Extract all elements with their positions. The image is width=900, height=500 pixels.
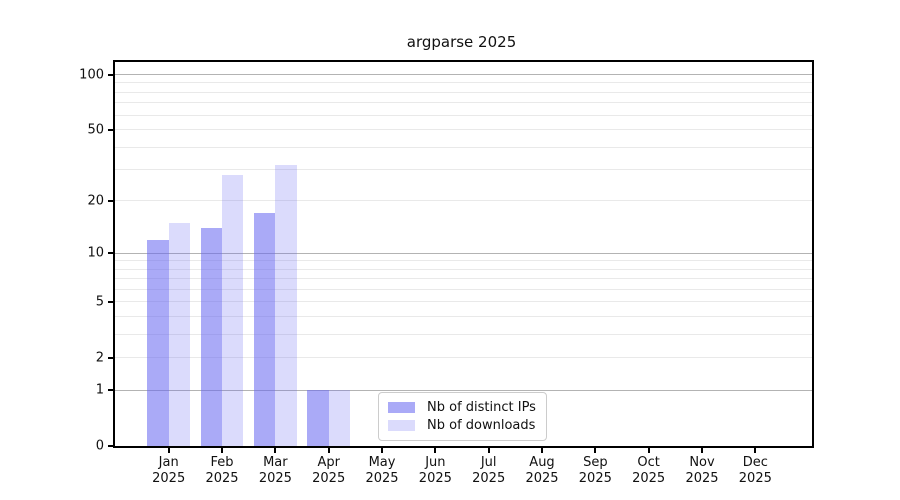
- chart-title: argparse 2025: [406, 33, 517, 51]
- y-tick: [108, 251, 113, 254]
- y-tick: [108, 356, 113, 359]
- x-tick-label-sep: Sep 2025: [578, 455, 612, 486]
- legend-item-downloads: Nb of downloads: [388, 418, 536, 433]
- y-tick: [108, 128, 113, 131]
- y-tick: [108, 445, 113, 447]
- legend: Nb of distinct IPs Nb of downloads: [378, 392, 547, 441]
- x-tick: [647, 448, 650, 453]
- minor-gridline: [115, 357, 812, 359]
- x-tick: [327, 448, 330, 453]
- bar-downloads-apr: [328, 390, 350, 446]
- legend-label-downloads: Nb of downloads: [427, 418, 536, 433]
- y-tick-label: 50: [87, 122, 104, 138]
- minor-gridline: [115, 260, 812, 262]
- x-tick: [541, 448, 543, 453]
- y-tick-label: 10: [87, 245, 104, 261]
- y-tick: [108, 389, 113, 392]
- minor-gridline: [115, 114, 812, 116]
- minor-gridline: [115, 301, 812, 303]
- plot-area: [113, 60, 814, 448]
- x-tick: [167, 448, 170, 453]
- minor-gridline: [115, 200, 812, 202]
- minor-gridline: [115, 315, 812, 317]
- major-gridline: [115, 74, 812, 76]
- minor-gridline: [115, 82, 812, 84]
- minor-gridline: [115, 91, 812, 93]
- bar-downloads-feb: [222, 174, 244, 446]
- y-tick: [108, 199, 113, 202]
- x-tick-label-aug: Aug 2025: [525, 455, 559, 486]
- x-tick: [221, 448, 224, 453]
- x-tick-label-jan: Jan 2025: [152, 455, 186, 486]
- x-tick: [274, 448, 277, 453]
- x-tick-label-mar: Mar 2025: [258, 455, 292, 486]
- y-tick-label: 20: [87, 193, 104, 209]
- bar-distinct-ips-feb: [200, 228, 223, 446]
- minor-gridline: [115, 129, 812, 131]
- bar-distinct-ips-apr: [307, 390, 329, 446]
- x-tick: [701, 448, 703, 453]
- y-tick-label: 100: [79, 67, 104, 83]
- minor-gridline: [115, 288, 812, 290]
- y-tick: [108, 300, 113, 303]
- x-tick: [594, 448, 597, 453]
- x-tick: [754, 448, 757, 453]
- bar-downloads-jan: [168, 222, 190, 446]
- x-tick: [434, 448, 437, 453]
- y-tick-label: 0: [95, 438, 104, 454]
- y-tick-label: 1: [95, 382, 104, 398]
- legend-swatch-downloads: [388, 420, 415, 431]
- bar-downloads-mar: [275, 164, 297, 446]
- y-tick: [108, 73, 113, 76]
- y-tick-label: 2: [95, 350, 104, 366]
- minor-gridline: [115, 169, 812, 171]
- minor-gridline: [115, 102, 812, 104]
- x-tick-label-dec: Dec 2025: [738, 455, 772, 486]
- x-tick-label-may: May 2025: [365, 455, 399, 486]
- x-tick-label-feb: Feb 2025: [205, 455, 239, 486]
- y-tick-label: 5: [95, 294, 104, 310]
- bar-distinct-ips-jan: [147, 239, 169, 446]
- x-tick-label-jul: Jul 2025: [472, 455, 506, 486]
- minor-gridline: [115, 268, 812, 270]
- minor-gridline: [115, 146, 812, 148]
- major-gridline: [115, 389, 812, 391]
- bar-distinct-ips-mar: [254, 213, 276, 446]
- x-tick-label-oct: Oct 2025: [632, 455, 666, 486]
- x-tick-label-jun: Jun 2025: [418, 455, 452, 486]
- x-tick-label-nov: Nov 2025: [685, 455, 719, 486]
- minor-gridline: [115, 333, 812, 335]
- minor-gridline: [115, 278, 812, 280]
- legend-item-distinct-ips: Nb of distinct IPs: [388, 400, 536, 415]
- legend-label-distinct-ips: Nb of distinct IPs: [427, 400, 536, 415]
- x-tick-label-apr: Apr 2025: [312, 455, 346, 486]
- major-gridline: [115, 252, 812, 254]
- legend-swatch-distinct-ips: [388, 402, 415, 413]
- x-tick: [487, 448, 490, 453]
- x-tick: [381, 448, 384, 453]
